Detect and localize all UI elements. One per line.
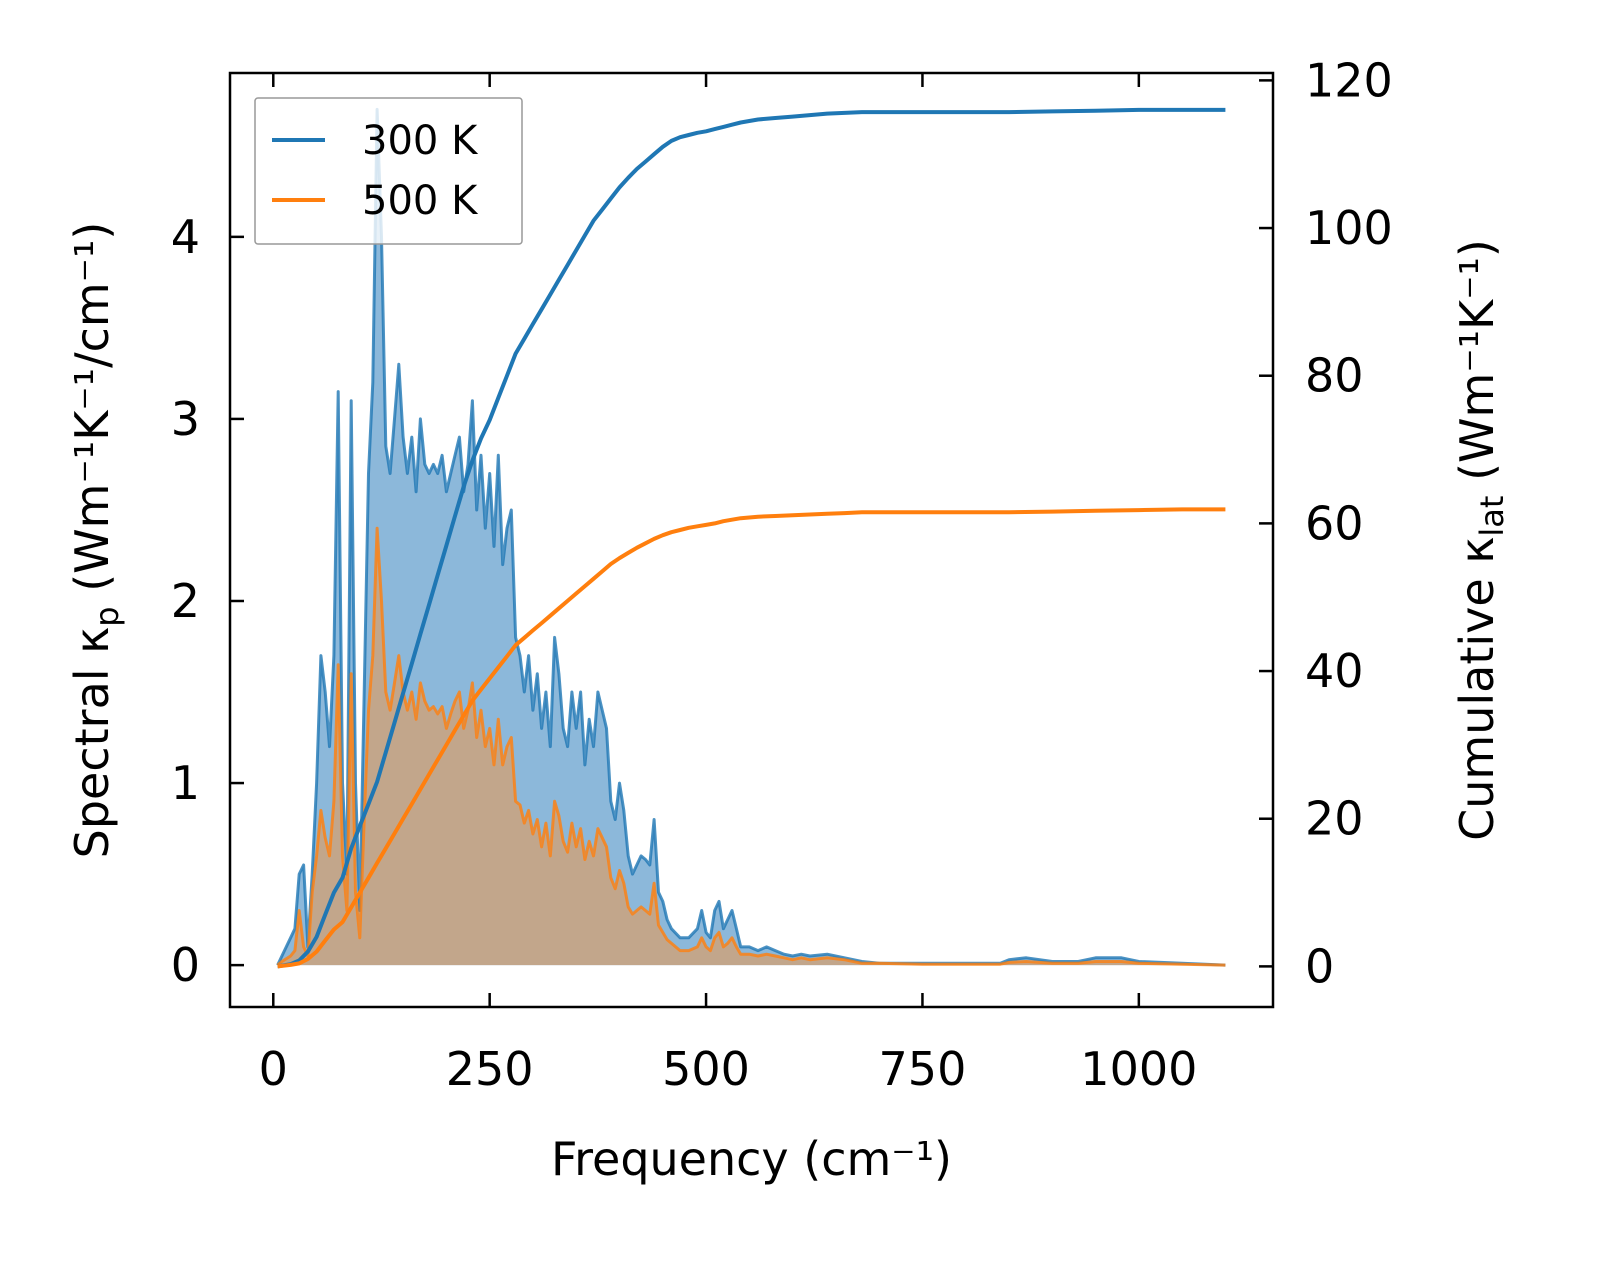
y-left-label-sub: p	[88, 606, 126, 626]
y-axis-left-label: Spectral κp (Wm⁻¹K⁻¹/cm⁻¹)	[65, 222, 126, 859]
y-left-label-pre: Spectral κ	[65, 627, 119, 859]
y-left-tick-label: 2	[171, 574, 200, 628]
legend-box	[254, 97, 523, 245]
spectral-area-300k	[277, 109, 1226, 966]
y-right-label-post: (Wm⁻¹K⁻¹)	[1450, 239, 1504, 495]
y-right-label-pre: Cumulative κ	[1450, 537, 1504, 841]
legend-label-500k: 500 K	[362, 178, 479, 224]
legend: 300 K 500 K	[254, 97, 523, 245]
spectral-area-500k	[277, 528, 1226, 966]
y-right-label-sub: lat	[1473, 496, 1511, 537]
y-right-tick-label: 100	[1305, 201, 1393, 255]
y-axis-right-label: Cumulative κlat (Wm⁻¹K⁻¹)	[1450, 239, 1511, 841]
cumulative-line-300k	[277, 107, 1226, 969]
spectral-line-300k	[276, 107, 1226, 967]
x-tick-label: 0	[259, 1042, 288, 1096]
x-axis-label: Frequency (cm⁻¹)	[551, 1132, 952, 1186]
y-left-label-post: (Wm⁻¹K⁻¹/cm⁻¹)	[65, 222, 119, 607]
cumulative-line-500k	[277, 507, 1226, 969]
y-right-tick-label: 60	[1305, 496, 1364, 550]
y-right-tick-label: 0	[1305, 939, 1334, 993]
x-tick-label: 500	[662, 1042, 750, 1096]
x-tick-label: 1000	[1080, 1042, 1197, 1096]
y-right-tick-label: 40	[1305, 644, 1364, 698]
axes-frame	[228, 71, 1275, 1009]
y-left-tick-label: 0	[171, 938, 200, 992]
y-left-tick-label: 1	[171, 756, 200, 810]
y-left-tick-label: 3	[171, 392, 200, 446]
x-tick-label: 250	[446, 1042, 534, 1096]
plot-area	[276, 107, 1226, 969]
y-right-tick-label: 20	[1305, 792, 1364, 846]
x-tick-label: 750	[879, 1042, 967, 1096]
legend-label-300k: 300 K	[362, 118, 479, 164]
y-right-tick-label: 120	[1305, 53, 1393, 107]
spectral-line-500k	[276, 526, 1226, 967]
y-right-tick-label: 80	[1305, 349, 1364, 403]
y-left-tick-label: 4	[171, 210, 200, 264]
